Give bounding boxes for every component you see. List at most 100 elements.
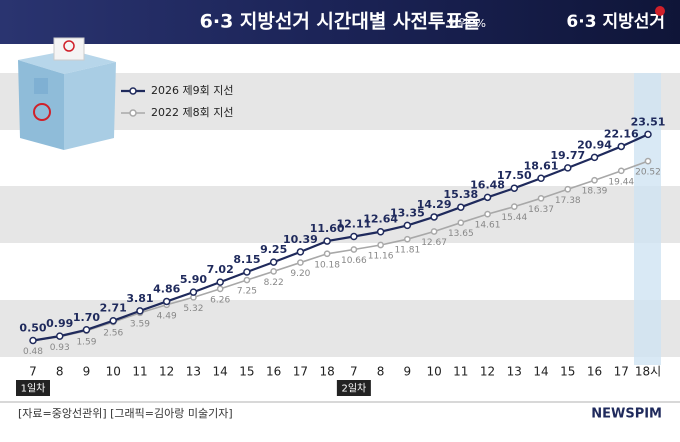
point (296, 248, 305, 256)
day-label: 2일차 (341, 383, 366, 395)
x-tick-label: 7 (350, 365, 358, 379)
value-label: 10.39 (283, 233, 318, 246)
value-label: 10.66 (341, 256, 367, 266)
point (537, 174, 545, 183)
x-tick-label: 12 (159, 365, 174, 379)
point (377, 241, 384, 249)
x-tick-label: 10 (106, 365, 121, 379)
x-tick-label: 14 (533, 365, 548, 379)
x-tick-label: 11 (132, 365, 147, 379)
point (216, 278, 224, 286)
value-label: 11.81 (394, 246, 420, 256)
value-label: 0.50 (19, 322, 46, 335)
x-tick-label: 14 (213, 365, 228, 379)
value-label: 10.18 (314, 260, 340, 270)
x-tick-label: 13 (186, 365, 201, 379)
point (617, 142, 626, 151)
point (243, 276, 251, 284)
value-label: 0.99 (46, 317, 73, 330)
point (537, 194, 545, 202)
x-tick-label: 18 (319, 365, 334, 379)
point (297, 259, 304, 266)
unit-label: 단위: % (448, 17, 486, 30)
value-label: 20.52 (635, 168, 661, 178)
logo: 6·3 지방선거 (566, 12, 665, 32)
value-label: 6.26 (210, 295, 230, 305)
legend-marker (129, 87, 137, 95)
legend-label: 2026 제9회 지선 (151, 84, 233, 97)
point (350, 232, 358, 241)
point (483, 193, 492, 202)
x-tick-label: 17 (293, 365, 308, 379)
x-tick-label: 17 (614, 365, 629, 379)
value-label: 20.94 (577, 138, 612, 151)
value-label: 2.56 (103, 329, 123, 339)
value-label: 7.25 (237, 287, 257, 297)
value-label: 0.93 (50, 343, 70, 353)
series-line (32, 133, 649, 342)
value-label: 18.61 (524, 159, 559, 172)
x-tick-label: 12 (480, 365, 495, 379)
value-label: 14.29 (417, 198, 452, 211)
chart-title: 6·3 지방선거 시간대별 사전투표율 (200, 11, 481, 33)
x-tick-label: 16 (266, 365, 281, 379)
x-tick-label: 15 (239, 365, 254, 379)
value-label: 19.44 (608, 177, 634, 187)
series-line (32, 160, 649, 342)
band (0, 186, 680, 243)
value-label: 13.65 (448, 229, 474, 239)
point (323, 237, 331, 245)
value-label: 4.86 (153, 282, 180, 295)
point (109, 316, 117, 325)
value-label: 5.90 (180, 273, 207, 286)
day-badge (336, 380, 371, 396)
point (510, 203, 518, 211)
value-label: 22.16 (604, 127, 639, 140)
x-tick-label: 16 (587, 365, 602, 379)
value-label: 0.48 (23, 347, 43, 357)
value-label: 16.37 (528, 205, 554, 215)
band (0, 300, 680, 357)
value-label: 1.70 (73, 311, 100, 324)
value-label: 16.48 (470, 178, 505, 191)
legend-label: 2022 제8회 지선 (151, 106, 233, 119)
value-label: 9.25 (260, 243, 287, 256)
point (350, 246, 358, 253)
point (484, 210, 491, 218)
point (136, 307, 144, 315)
point (403, 221, 412, 230)
value-label: 11.16 (368, 252, 394, 262)
highlight-column (634, 73, 661, 365)
value-label: 8.15 (233, 253, 260, 266)
value-label: 13.35 (390, 206, 425, 219)
point (403, 235, 411, 243)
header-bar (0, 0, 680, 44)
source: [자료=중앙선관위] [그래픽=김아랑 미술기자] (18, 407, 233, 420)
value-label: 7.02 (207, 263, 234, 276)
point (243, 268, 251, 276)
x-tick-label: 7 (29, 365, 37, 379)
value-label: 12.11 (336, 217, 371, 230)
x-tick-label: 15 (560, 365, 575, 379)
value-label: 1.59 (76, 337, 96, 347)
point (590, 153, 599, 162)
publisher: NEWSPIM (591, 407, 662, 422)
value-label: 15.38 (443, 188, 478, 201)
point (457, 203, 465, 211)
point (591, 176, 598, 184)
value-label: 17.38 (555, 196, 581, 206)
value-label: 23.51 (631, 115, 666, 128)
point (457, 219, 465, 227)
point (617, 167, 625, 175)
point (189, 288, 198, 296)
value-label: 4.49 (157, 311, 177, 321)
value-label: 12.67 (421, 238, 447, 248)
ballot-box-illustration (18, 37, 116, 150)
value-label: 12.64 (363, 213, 398, 226)
point (29, 336, 37, 345)
x-tick-label: 8 (377, 365, 385, 379)
point (269, 258, 278, 266)
value-label: 18.39 (582, 187, 608, 197)
point (270, 267, 278, 275)
point (644, 157, 652, 165)
